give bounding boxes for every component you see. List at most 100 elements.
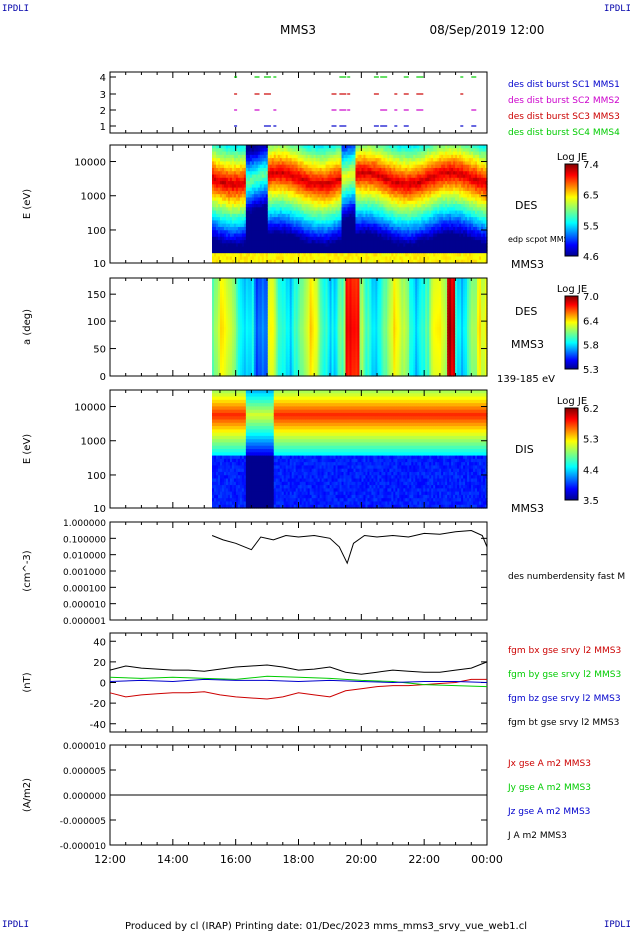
heatmap-cell — [409, 151, 412, 156]
heatmap-cell — [255, 181, 259, 185]
heatmap-cell — [351, 148, 355, 153]
heatmap-cell — [407, 223, 410, 228]
heatmap-cell — [405, 226, 408, 231]
heatmap-cell — [247, 204, 251, 208]
heatmap-cell — [283, 177, 287, 182]
heatmap-cell — [425, 210, 428, 215]
heatmap-cell — [435, 197, 438, 202]
heatmap-cell — [329, 167, 333, 172]
heatmap-cell — [213, 158, 217, 162]
heatmap-cell — [377, 194, 380, 199]
heatmap-cell — [329, 246, 333, 251]
heatmap-cell — [385, 154, 388, 159]
heatmap-cell — [411, 174, 414, 179]
heatmap-cell — [325, 204, 329, 208]
heatmap-cell — [271, 167, 275, 172]
heatmap-cell — [351, 243, 355, 248]
heatmap-cell — [331, 151, 335, 156]
heatmap-cell — [259, 187, 263, 192]
heatmap-cell — [401, 151, 404, 156]
heatmap-cell — [363, 249, 367, 254]
heatmap-cell — [215, 256, 219, 261]
heatmap-cell — [443, 161, 446, 166]
heatmap-cell — [401, 145, 404, 149]
heatmap-cell — [335, 207, 339, 212]
heatmap-cell — [259, 207, 263, 212]
heatmap-cell — [475, 233, 478, 238]
heatmap-cell — [303, 240, 307, 244]
heatmap-cell — [367, 207, 371, 212]
heatmap-cell — [343, 190, 347, 195]
heatmap-cell — [447, 161, 450, 166]
heatmap-cell — [219, 187, 223, 192]
heatmap-cell — [299, 259, 303, 264]
heatmap-cell — [293, 161, 297, 166]
heatmap-cell — [375, 187, 378, 192]
heatmap-cell — [409, 256, 412, 261]
heatmap-cell — [239, 246, 243, 251]
heatmap-cell — [255, 161, 259, 166]
heatmap-cell — [413, 243, 416, 248]
heatmap-cell — [435, 154, 438, 159]
heatmap-cell — [387, 148, 390, 153]
heatmap-cell — [325, 181, 329, 185]
heatmap-cell — [227, 148, 231, 153]
heatmap-cell — [263, 230, 267, 235]
heatmap-cell — [281, 164, 285, 169]
heatmap-cell — [477, 154, 480, 159]
heatmap-cell — [431, 184, 434, 189]
heatmap-cell — [271, 148, 275, 153]
heatmap-cell — [319, 197, 323, 202]
heatmap-cell — [315, 190, 319, 195]
heatmap-cell — [463, 187, 466, 192]
heatmap-cell — [339, 184, 343, 189]
heatmap-cell — [401, 204, 404, 208]
heatmap-cell — [357, 256, 361, 261]
heatmap-cell — [315, 151, 319, 156]
heatmap-cell — [441, 164, 444, 169]
heatmap-cell — [461, 181, 464, 185]
heatmap-cell — [459, 167, 462, 172]
heatmap-cell — [449, 190, 452, 195]
heatmap-cell — [377, 249, 380, 254]
heatmap-cell — [437, 148, 440, 153]
heatmap-cell — [371, 167, 375, 172]
heatmap-cell — [251, 154, 255, 159]
heatmap-cell — [443, 207, 446, 212]
heatmap-cell — [235, 167, 239, 172]
heatmap-cell — [257, 167, 261, 172]
heatmap-cell — [431, 259, 434, 264]
heatmap-cell — [223, 204, 227, 208]
heatmap-cell — [411, 151, 414, 156]
heatmap-cell — [297, 200, 301, 205]
heatmap-cell — [457, 161, 460, 166]
heatmap-cell — [237, 207, 241, 212]
heatmap-cell — [379, 259, 382, 264]
heatmap-cell — [363, 213, 367, 218]
heatmap-cell — [373, 151, 377, 156]
heatmap-cell — [323, 190, 327, 195]
heatmap-cell — [345, 177, 349, 182]
heatmap-cell — [337, 236, 341, 241]
heatmap-cell — [405, 187, 408, 192]
heatmap-cell — [283, 220, 287, 225]
heatmap-cell — [285, 158, 289, 162]
heatmap-cell — [445, 184, 448, 189]
heatmap-cell — [407, 197, 410, 202]
heatmap-cell — [401, 233, 404, 238]
heatmap-cell — [461, 197, 464, 202]
heatmap-cell — [351, 154, 355, 159]
heatmap-cell — [217, 194, 221, 199]
heatmap-cell — [343, 167, 347, 172]
heatmap-cell — [459, 187, 462, 192]
heatmap-cell — [307, 243, 311, 248]
heatmap-cell — [429, 226, 432, 231]
heatmap-cell — [477, 213, 480, 218]
heatmap-cell — [423, 177, 426, 182]
heatmap-cell — [233, 226, 237, 231]
heatmap-cell — [235, 204, 239, 208]
heatmap-cell — [295, 194, 299, 199]
heatmap-cell — [449, 240, 452, 244]
heatmap-cell — [219, 223, 223, 228]
heatmap-cell — [299, 187, 303, 192]
